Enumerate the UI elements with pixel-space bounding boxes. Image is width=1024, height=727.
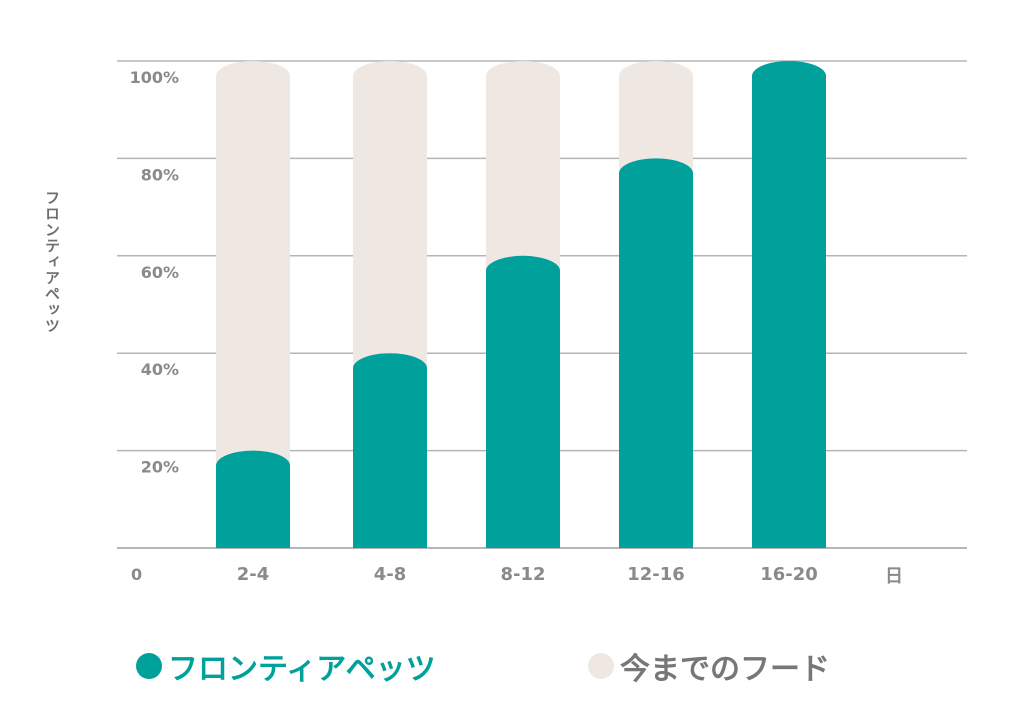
bar-frontier-pets-4-8 [353,353,427,548]
y-tick-label-60: 60% [141,263,179,282]
bar-frontier-pets-16-20 [752,61,826,548]
x-tick-label-8-12: 8-12 [500,564,545,585]
y-tick-label-80: 80% [141,165,179,184]
y-tick-label-40: 40% [141,360,179,379]
legend-swatch-previous-food [588,653,614,679]
legend-label-frontier-pets: フロンティアペッツ [168,652,436,687]
bar-frontier-pets-12-16 [619,158,693,548]
x-tick-label-12-16: 12-16 [627,564,685,585]
y-tick-label-100: 100% [130,68,179,87]
y-tick-label-0: 0 [131,565,142,584]
x-tick-label-16-20: 16-20 [760,564,818,585]
bar-frontier-pets-2-4 [216,450,290,548]
bar-frontier-pets-8-12 [486,255,560,549]
y-axis-label: フロンティアペッツ [43,190,61,334]
x-tick-label-4-8: 4-8 [374,564,407,585]
x-axis-label: 日 [885,566,903,587]
legend-swatch-frontier-pets [136,653,162,679]
legend-item-frontier-pets: フロンティアペッツ [136,644,436,688]
legend-item-previous-food: 今までのフード [588,644,830,688]
x-tick-label-2-4: 2-4 [237,564,270,585]
bar-previous-food-2-4 [216,61,290,548]
y-tick-label-20: 20% [141,458,179,477]
legend-label-previous-food: 今までのフード [620,652,830,687]
